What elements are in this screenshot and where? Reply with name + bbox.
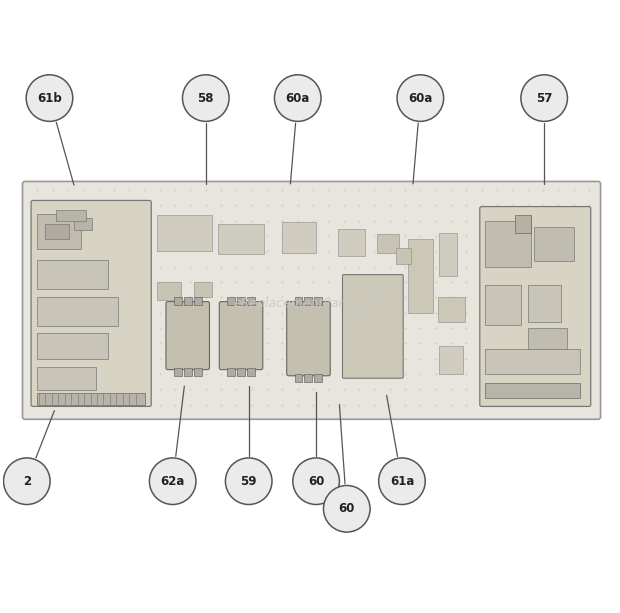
Bar	[515, 215, 531, 233]
FancyBboxPatch shape	[37, 260, 108, 289]
Text: 60: 60	[339, 502, 355, 516]
Circle shape	[182, 75, 229, 121]
Text: 2: 2	[23, 474, 31, 488]
Text: 60: 60	[308, 474, 324, 488]
Circle shape	[521, 75, 567, 121]
FancyBboxPatch shape	[286, 302, 330, 376]
Bar	[396, 248, 411, 264]
Circle shape	[379, 458, 425, 504]
Bar	[283, 222, 316, 253]
Bar	[174, 368, 182, 376]
Text: 62a: 62a	[161, 474, 185, 488]
Bar	[45, 224, 69, 239]
Text: 57: 57	[536, 91, 552, 105]
Bar	[193, 368, 202, 376]
Bar	[314, 297, 322, 305]
Bar	[485, 349, 580, 374]
Bar	[408, 239, 433, 313]
Circle shape	[26, 75, 73, 121]
Bar	[439, 346, 463, 374]
Bar	[485, 221, 531, 267]
Circle shape	[4, 458, 50, 504]
Bar	[485, 285, 521, 325]
Circle shape	[149, 458, 196, 504]
Text: 61b: 61b	[37, 91, 62, 105]
Bar	[438, 297, 465, 322]
Bar	[304, 374, 312, 382]
Bar	[184, 368, 192, 376]
FancyBboxPatch shape	[37, 367, 96, 390]
Text: 59: 59	[241, 474, 257, 488]
FancyBboxPatch shape	[37, 297, 118, 326]
Bar	[528, 285, 561, 322]
Circle shape	[397, 75, 444, 121]
Bar	[534, 227, 574, 261]
Bar	[227, 297, 235, 305]
Circle shape	[324, 485, 370, 532]
Bar	[56, 210, 86, 221]
FancyBboxPatch shape	[37, 214, 81, 249]
Bar	[337, 229, 365, 256]
FancyBboxPatch shape	[31, 200, 151, 406]
Bar	[227, 368, 235, 376]
Text: eReplacementParts.com: eReplacementParts.com	[234, 297, 386, 310]
Bar	[157, 282, 181, 300]
Text: 60a: 60a	[408, 91, 433, 105]
Text: 60a: 60a	[286, 91, 310, 105]
Bar	[314, 374, 322, 382]
Bar	[193, 282, 212, 297]
Bar	[485, 383, 580, 398]
Bar	[184, 297, 192, 305]
FancyBboxPatch shape	[480, 207, 591, 406]
Bar	[439, 233, 457, 276]
Bar	[74, 218, 92, 230]
Bar	[174, 297, 182, 305]
FancyBboxPatch shape	[37, 393, 145, 405]
Bar	[294, 297, 303, 305]
FancyBboxPatch shape	[219, 302, 263, 370]
Circle shape	[293, 458, 339, 504]
Circle shape	[226, 458, 272, 504]
Text: 61a: 61a	[390, 474, 414, 488]
Bar	[378, 234, 399, 253]
Bar	[237, 368, 245, 376]
Text: 58: 58	[198, 91, 214, 105]
Bar	[157, 215, 212, 251]
FancyBboxPatch shape	[166, 302, 210, 370]
FancyBboxPatch shape	[22, 181, 601, 419]
Bar	[218, 224, 264, 254]
Circle shape	[275, 75, 321, 121]
Bar	[193, 297, 202, 305]
Bar	[528, 328, 567, 349]
Bar	[247, 368, 255, 376]
FancyBboxPatch shape	[342, 275, 403, 378]
Bar	[304, 297, 312, 305]
Bar	[237, 297, 245, 305]
Bar	[247, 297, 255, 305]
FancyBboxPatch shape	[37, 333, 108, 359]
Bar	[294, 374, 303, 382]
